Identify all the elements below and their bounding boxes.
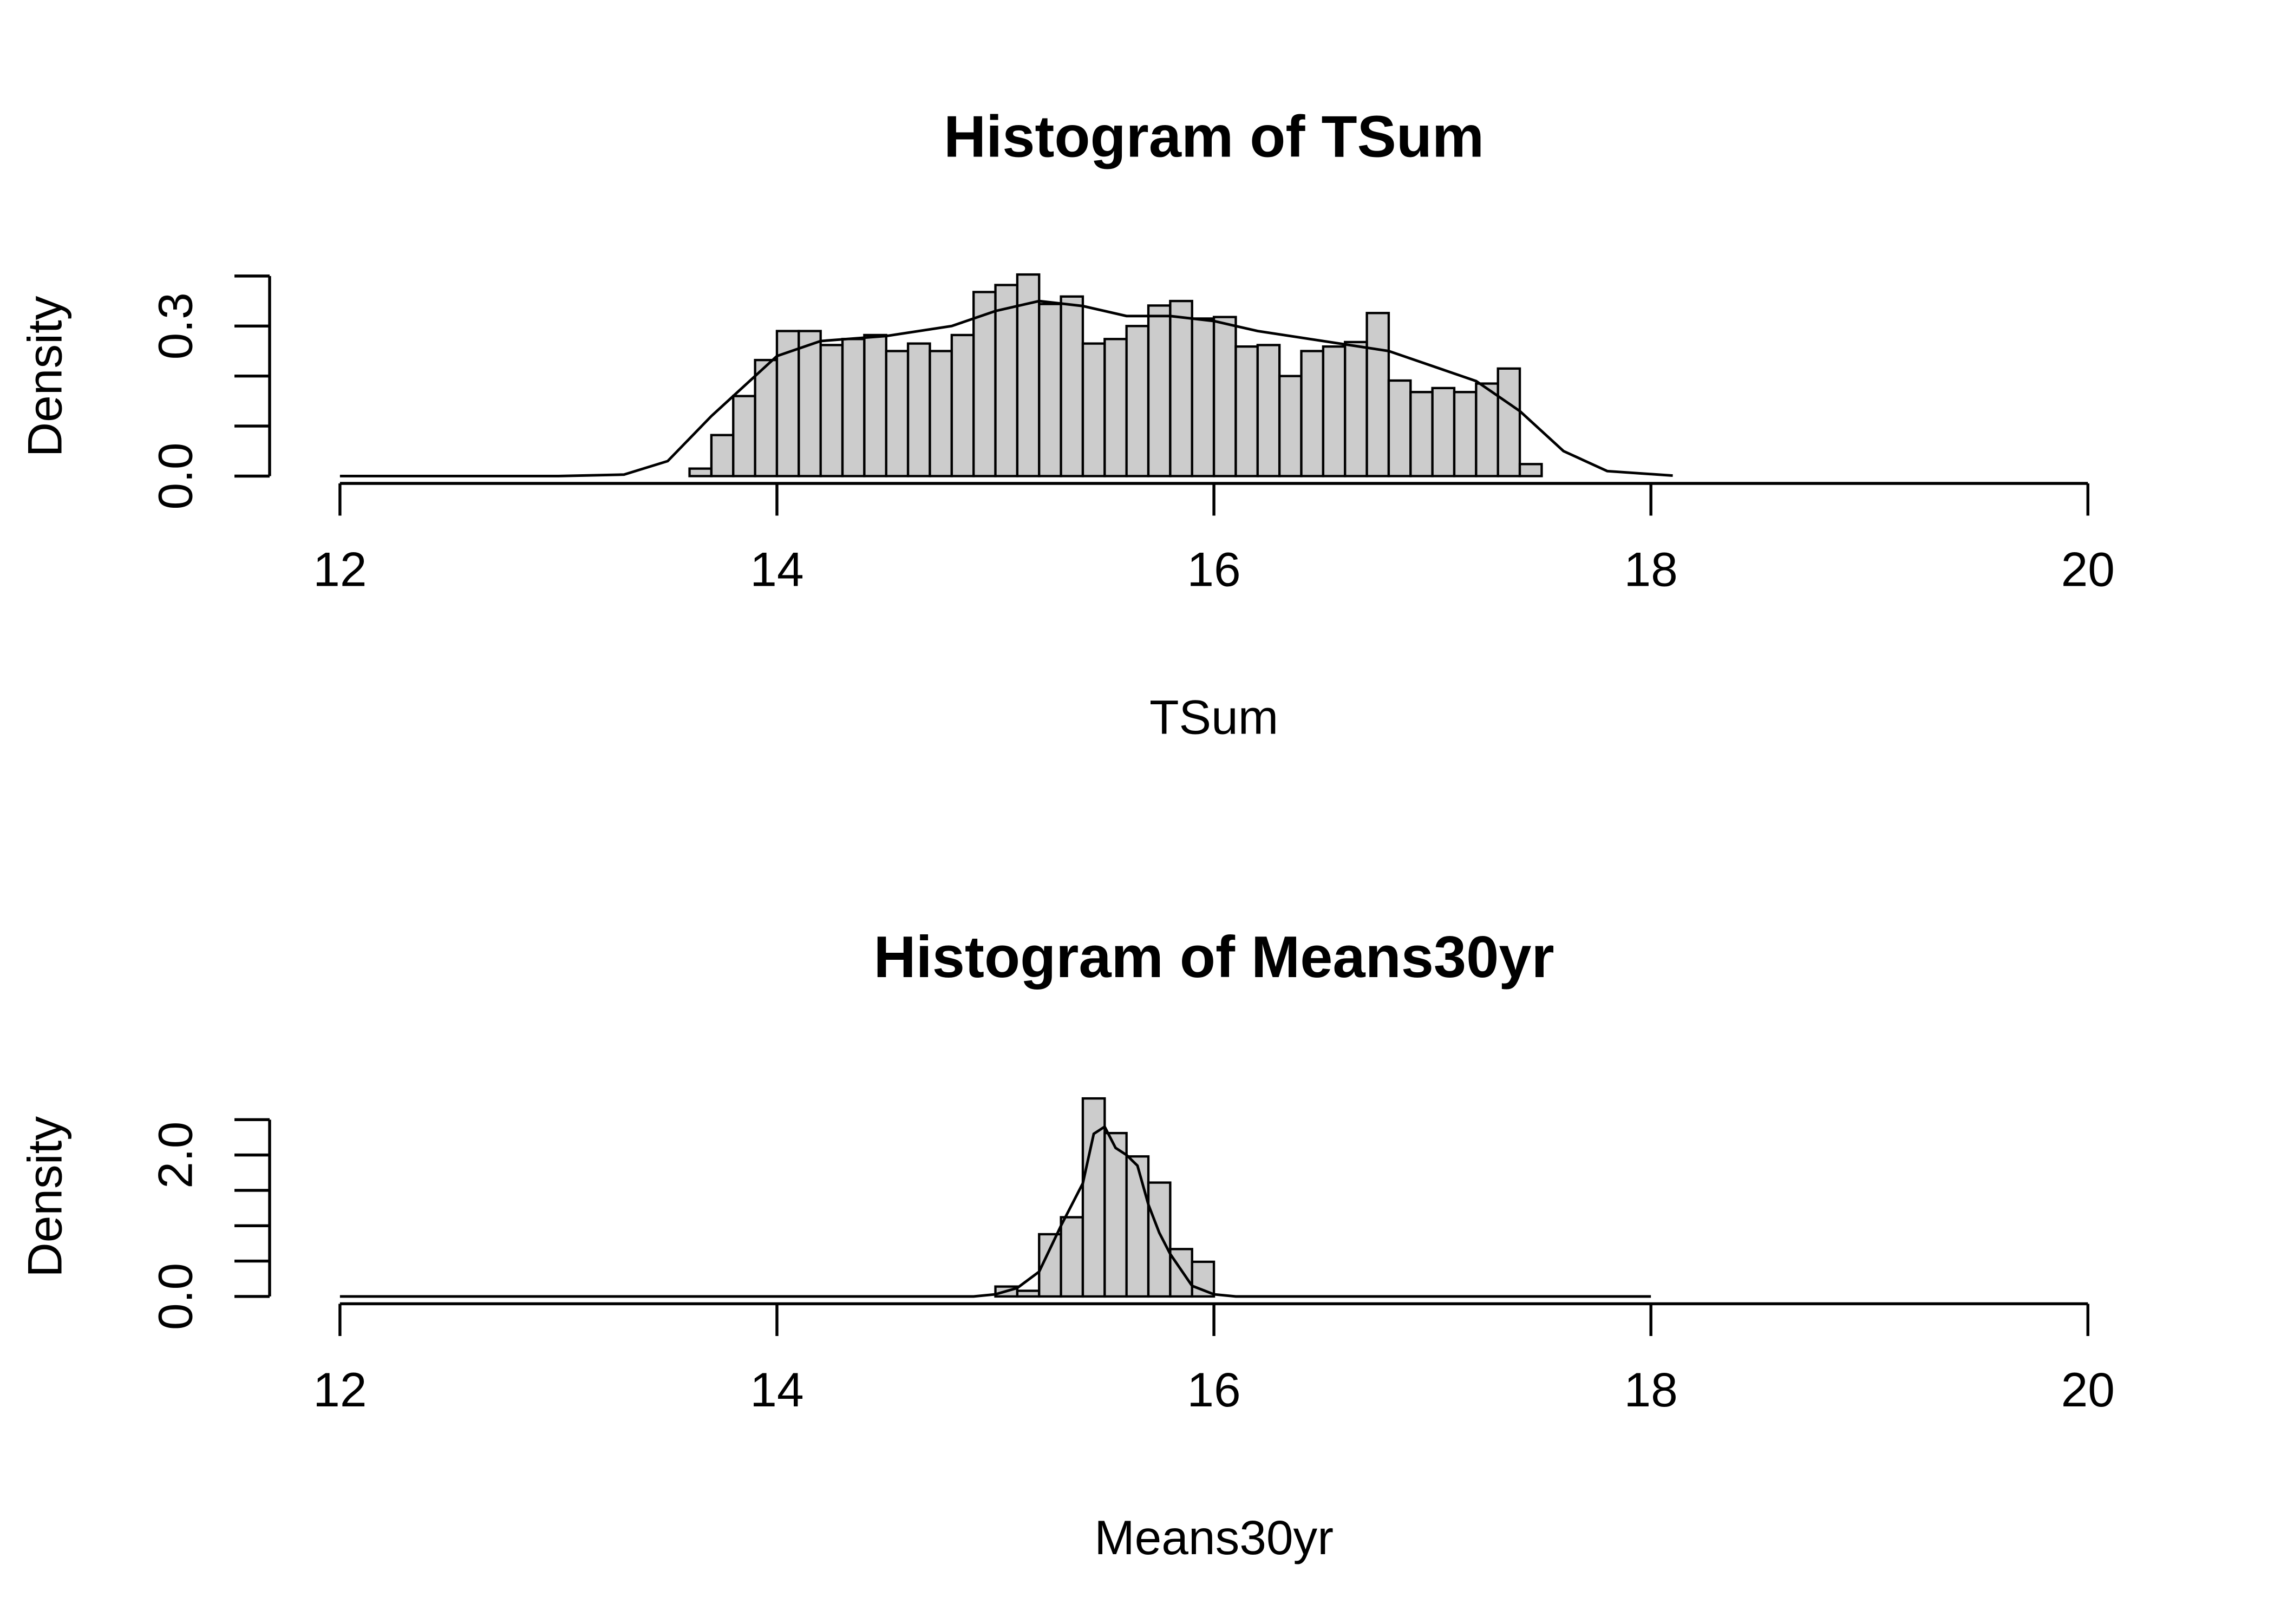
histogram-bar — [1016, 273, 1041, 477]
x-tick-label: 18 — [1624, 542, 1678, 596]
histogram-bar — [1278, 375, 1303, 477]
histogram-bar — [972, 291, 997, 477]
y-axis-label: Density — [18, 1116, 72, 1278]
histogram-bar — [1518, 463, 1543, 477]
histogram-bar — [994, 284, 1019, 477]
histogram-bar — [819, 344, 844, 477]
x-axis-label: TSum — [1149, 690, 1278, 744]
histogram-bar — [798, 330, 822, 477]
histogram-bar — [950, 333, 975, 477]
x-tick-label: 16 — [1187, 1363, 1240, 1417]
density-line — [339, 299, 1673, 477]
y-axis-label: Density — [18, 296, 72, 457]
histogram-bar — [1016, 1289, 1041, 1298]
histogram-bar — [1060, 295, 1084, 477]
x-tick-label: 12 — [313, 1363, 367, 1417]
histogram-bar — [1125, 325, 1150, 477]
x-tick-label: 20 — [2061, 542, 2115, 596]
chart-title: Histogram of Means30yr — [874, 924, 1554, 990]
histogram-bar — [1060, 1216, 1084, 1298]
histogram-bar — [1344, 340, 1368, 477]
histogram-bar — [732, 395, 756, 477]
histogram-bar — [1234, 345, 1259, 477]
histogram-bar — [1147, 304, 1172, 477]
x-tick-label: 12 — [313, 542, 367, 596]
histogram-bar — [1169, 299, 1193, 477]
x-tick-label: 14 — [750, 542, 803, 596]
y-tick-label: 0.0 — [148, 442, 202, 509]
histogram-bar — [1212, 316, 1237, 477]
x-tick-label: 20 — [2061, 1363, 2115, 1417]
x-tick-label: 16 — [1187, 542, 1240, 596]
histogram-bar — [710, 434, 735, 477]
histogram-bar — [841, 338, 866, 477]
histogram-bar — [1125, 1155, 1150, 1298]
x-axis-label: Means30yr — [1094, 1510, 1334, 1564]
histogram-bar — [1256, 344, 1281, 477]
histogram-bar — [1103, 1131, 1128, 1298]
histogram-bar — [1038, 303, 1062, 477]
histogram-bar — [1475, 382, 1499, 477]
histogram-bar — [1191, 1260, 1216, 1298]
histogram-bar — [754, 358, 779, 477]
histogram-bar — [1103, 338, 1128, 477]
histogram-bar — [885, 350, 910, 477]
density-line — [339, 1124, 1651, 1298]
y-tick-label: 0.0 — [148, 1263, 202, 1330]
chart-title: Histogram of TSum — [944, 104, 1484, 169]
histogram-bar — [1497, 367, 1521, 477]
histogram-bar — [1322, 345, 1347, 477]
histogram-bar — [1431, 387, 1456, 477]
histogram-bar — [688, 467, 713, 477]
histogram-bar — [906, 342, 931, 477]
histogram-bar — [1169, 1248, 1193, 1298]
histogram-bar — [1365, 312, 1390, 477]
y-tick-label: 2.0 — [148, 1122, 202, 1189]
histogram-bar — [1081, 342, 1106, 477]
x-tick-label: 14 — [750, 1363, 803, 1417]
histogram-bar — [929, 350, 953, 477]
histogram-bar — [1409, 391, 1434, 477]
histogram-bar — [1147, 1181, 1172, 1298]
histogram-bar — [1191, 317, 1216, 477]
histogram-bar — [1453, 391, 1478, 477]
y-tick-label: 0.3 — [148, 292, 202, 359]
histogram-bar — [1387, 379, 1412, 477]
histogram-bar — [1300, 350, 1325, 477]
histogram-bar — [863, 333, 887, 477]
x-tick-label: 18 — [1624, 1363, 1678, 1417]
